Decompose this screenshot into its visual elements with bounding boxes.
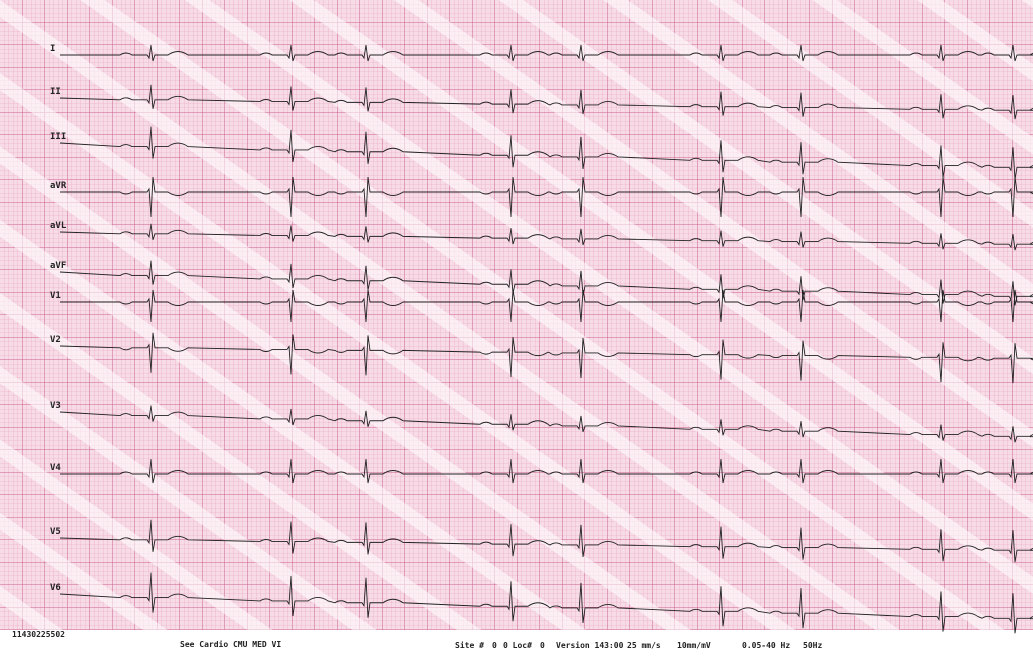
site-name: See Cardio CMU MED VI	[180, 639, 281, 649]
lead-label: I	[50, 44, 55, 54]
moire	[0, 0, 1033, 630]
lead-label: V4	[50, 463, 61, 473]
speed: 25 mm/s	[627, 641, 661, 650]
lead-label: aVR	[50, 181, 67, 191]
lead-label: V1	[50, 291, 61, 301]
lead-label: III	[50, 132, 66, 142]
lead-label: II	[50, 87, 61, 97]
lead-label: V3	[50, 401, 61, 411]
footer: 11430225502 See Cardio CMU MED VI Site #…	[12, 630, 822, 650]
filter: 0.05-40 Hz	[742, 641, 790, 650]
gain: 10mm/mV	[677, 641, 711, 650]
site-no: Site #	[455, 640, 484, 650]
ecg-sheet: IIIIIIaVRaVLaVFV1V2V3V4V5V6 11430225502 …	[0, 0, 1033, 667]
lead-label: V2	[50, 335, 61, 345]
lead-label: V6	[50, 583, 61, 593]
site-value: 0	[492, 641, 497, 650]
loc: 0 Loc#	[503, 641, 532, 650]
mains: 50Hz	[803, 641, 822, 650]
version: Version 143:00	[556, 640, 624, 650]
patient-id: 11430225502	[12, 630, 65, 639]
loc-value: 0	[540, 641, 545, 650]
lead-label: V5	[50, 527, 61, 537]
lead-label: aVF	[50, 261, 66, 271]
lead-label: aVL	[50, 221, 67, 231]
